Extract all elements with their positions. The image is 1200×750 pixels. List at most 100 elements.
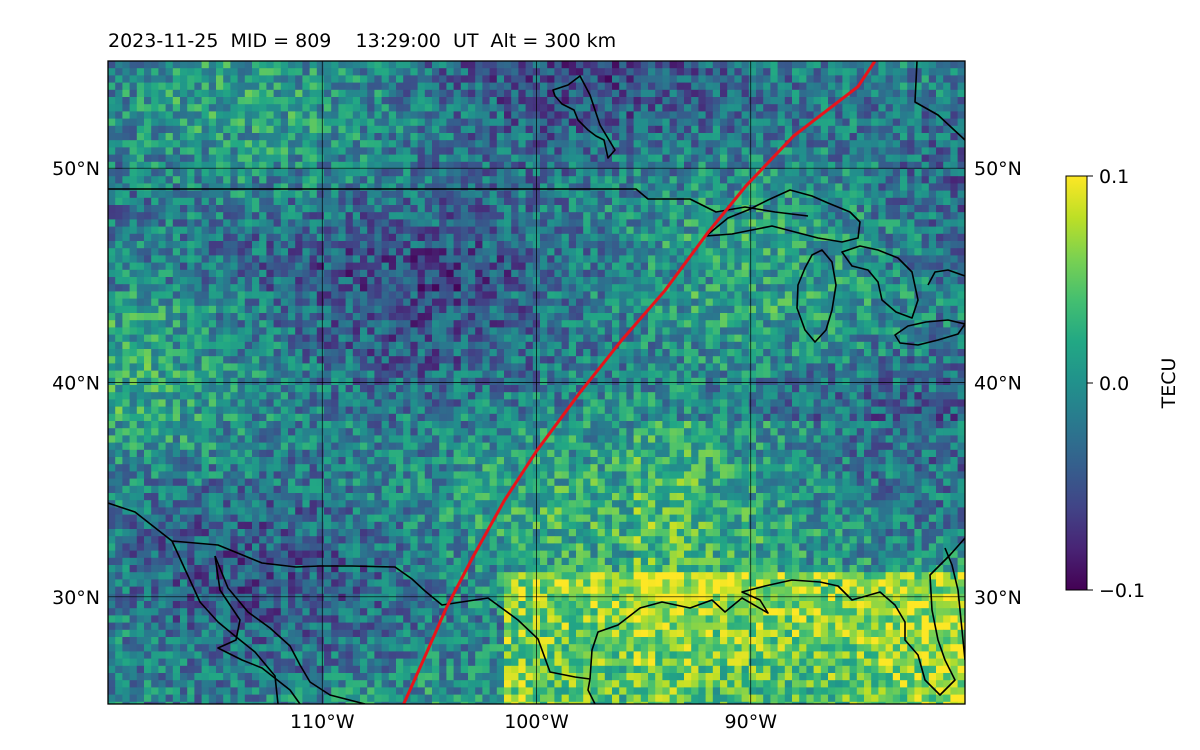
tec-cell [230, 61, 238, 69]
tec-cell [374, 61, 382, 69]
tec-cell [403, 154, 411, 163]
tec-cell [180, 154, 188, 163]
tec-cell [367, 269, 375, 278]
tec-cell [122, 341, 130, 350]
tec-cell [324, 248, 332, 256]
tec-cell [367, 349, 375, 357]
tec-cell [648, 320, 656, 328]
tec-cell [381, 277, 390, 285]
tec-cell [583, 205, 591, 213]
tec-cell [835, 284, 843, 292]
tec-cell [957, 305, 965, 314]
tec-cell [302, 75, 310, 83]
tec-cell [144, 284, 152, 292]
tec-cell [439, 197, 447, 206]
tec-cell [489, 233, 498, 242]
tec-cell [748, 212, 757, 220]
tec-cell [792, 176, 800, 184]
tec-cell [165, 291, 174, 299]
tec-cell [252, 61, 260, 69]
tec-cell [900, 111, 908, 119]
tec-cell [777, 183, 786, 191]
tec-cell [468, 125, 476, 134]
tec-cell [554, 255, 562, 263]
tec-cell [288, 219, 296, 227]
tec-cell [439, 82, 447, 91]
tec-cell [784, 241, 793, 249]
tec-cell [878, 305, 886, 314]
tec-cell [151, 356, 159, 364]
tec-cell [554, 154, 562, 163]
tec-cell [568, 255, 577, 263]
tec-cell [590, 241, 598, 249]
tec-cell [662, 118, 670, 127]
tec-cell [820, 61, 829, 69]
tec-cell [338, 82, 346, 91]
tec-cell [936, 219, 944, 227]
tec-cell [856, 111, 865, 119]
tec-cell [446, 341, 454, 350]
tec-cell [396, 111, 404, 119]
tec-cell [669, 205, 678, 213]
tec-cell [460, 118, 469, 127]
tec-cell [720, 341, 728, 350]
tec-cell [871, 334, 879, 343]
tec-cell [777, 313, 786, 321]
tec-cell [468, 161, 476, 170]
tec-cell [352, 190, 361, 199]
tec-cell [633, 255, 642, 263]
tec-cell [770, 212, 778, 220]
tec-cell [352, 334, 361, 343]
tec-cell [460, 133, 469, 141]
tec-cell [914, 284, 922, 292]
tec-cell [950, 118, 958, 127]
tec-cell [907, 118, 915, 127]
tec-cell [201, 176, 210, 184]
tec-cell [712, 118, 721, 127]
tec-cell [525, 190, 534, 199]
tec-cell [914, 82, 922, 91]
tec-cell [734, 305, 742, 314]
tec-cell [907, 104, 915, 112]
tec-cell [655, 97, 663, 105]
tec-cell [424, 125, 433, 134]
tec-cell [259, 140, 267, 148]
tec-cell [374, 118, 382, 127]
tec-cell [885, 97, 894, 105]
tec-cell [640, 284, 649, 292]
tec-cell [770, 313, 778, 321]
tec-cell [734, 298, 742, 307]
tec-cell [424, 97, 433, 105]
tec-cell [180, 255, 188, 263]
tec-cell [964, 248, 965, 256]
tec-cell [187, 341, 195, 350]
tec-cell [741, 89, 750, 98]
tec-cell [360, 233, 368, 242]
tec-cell [475, 190, 483, 199]
tec-cell [410, 89, 418, 98]
tec-cell [734, 118, 742, 127]
tec-cell [424, 291, 433, 299]
tec-cell [878, 118, 886, 127]
tec-cell [770, 226, 778, 235]
tec-cell [208, 327, 217, 335]
tec-cell [813, 75, 822, 83]
tec-cell [259, 190, 267, 199]
tec-cell [597, 61, 606, 69]
tec-cell [158, 327, 166, 335]
tec-cell [871, 104, 879, 112]
tec-cell [324, 190, 332, 199]
tec-cell [568, 349, 577, 357]
tec-cell [799, 327, 807, 335]
tec-cell [684, 161, 692, 170]
tec-cell [554, 226, 562, 235]
tec-cell [288, 248, 296, 256]
tec-cell [806, 140, 814, 148]
tec-cell [763, 212, 771, 220]
tec-cell [295, 241, 303, 249]
tec-cell [331, 133, 339, 141]
tec-cell [122, 82, 130, 91]
tec-cell [842, 176, 850, 184]
tec-cell [756, 118, 764, 127]
tec-cell [288, 284, 296, 292]
